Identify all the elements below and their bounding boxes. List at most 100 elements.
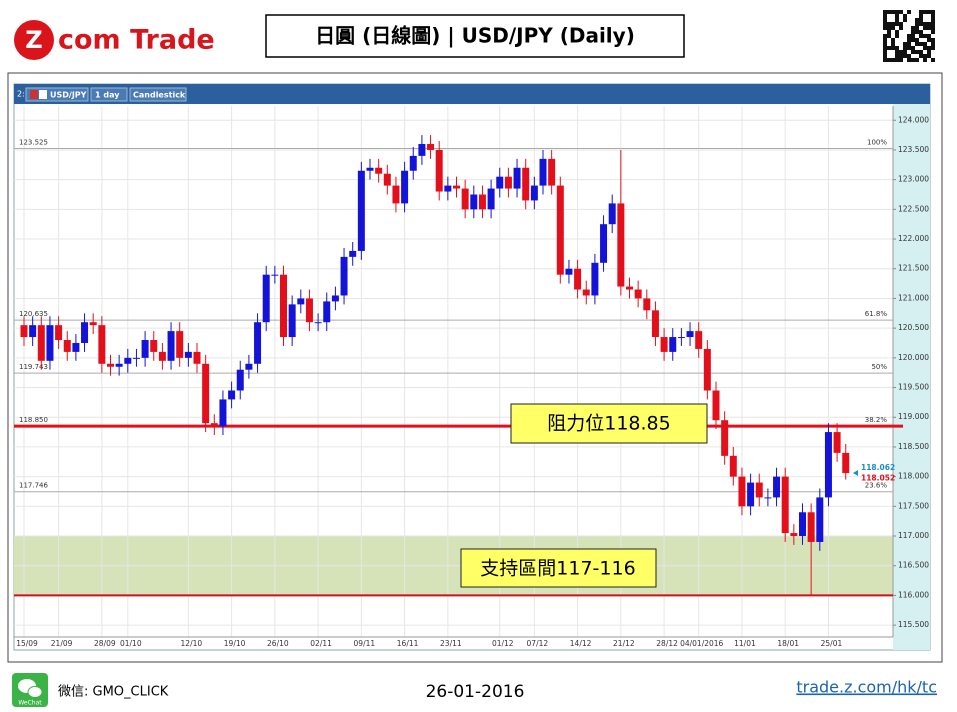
candle-body <box>582 289 590 296</box>
qr-cell <box>891 58 895 62</box>
qr-cell <box>931 30 935 34</box>
qr-cell <box>911 50 915 54</box>
logo-mark <box>14 20 54 60</box>
support-box <box>460 548 657 588</box>
wechat-id: 微信: GMO_CLICK <box>58 685 169 700</box>
qr-cell <box>919 10 923 14</box>
y-tick-label: 122.500 <box>898 204 929 213</box>
candle-body <box>305 298 313 323</box>
qr-cell <box>923 42 927 46</box>
toolbar-style[interactable]: Candlestick <box>133 91 186 100</box>
url[interactable]: trade.z.com/hk/tc <box>796 678 937 697</box>
toolbar-interval[interactable]: 1 day <box>95 91 120 100</box>
wechat-label: WeChat <box>18 700 42 707</box>
candle-body <box>89 322 97 326</box>
candle-body <box>461 188 469 210</box>
candle-body <box>124 357 132 364</box>
candle-body <box>764 497 772 499</box>
qr-cell <box>895 58 899 62</box>
candle-body <box>29 325 37 338</box>
qr-cell <box>915 26 919 30</box>
fib-price: 118.850 <box>19 416 48 424</box>
flag-us <box>30 90 38 99</box>
qr-cell <box>899 26 903 30</box>
plot: 115.500 116.000 116.500 117.000 117.500 118.0… <box>14 106 929 648</box>
qr-cell <box>915 42 919 46</box>
price-arrow <box>853 469 858 476</box>
logo-text: com Trade <box>58 25 215 56</box>
qr-cell <box>903 46 907 50</box>
x-tick-label: 21/09 <box>51 639 73 648</box>
qr-cell <box>883 42 887 46</box>
fib-price: 123.525 <box>19 138 48 146</box>
qr-cell <box>883 26 887 30</box>
qr-cell <box>931 42 935 46</box>
candle-body <box>435 149 443 192</box>
candle-body <box>20 325 28 338</box>
candle-body <box>280 274 287 338</box>
candle-body <box>626 286 633 290</box>
qr-cell <box>919 42 923 46</box>
qr-cell <box>891 42 895 46</box>
candle-body <box>141 340 149 358</box>
candle-body <box>729 455 737 477</box>
toolbar-button[interactable] <box>90 87 128 102</box>
qr-cell <box>931 26 935 30</box>
x-tick-label: 26/10 <box>267 639 289 648</box>
qr-cell <box>887 30 891 34</box>
y-tick-label: 124.000 <box>898 115 929 124</box>
candle-body <box>262 274 270 323</box>
y-tick-label: 119.000 <box>898 412 929 421</box>
qr-cell <box>899 22 903 26</box>
qr-cell <box>887 10 891 14</box>
qr-cell <box>891 46 895 50</box>
x-tick-label: 21/12 <box>613 639 635 648</box>
candle-body <box>158 351 166 361</box>
x-tick-label: 28/12 <box>656 639 678 648</box>
candle-body <box>574 268 582 290</box>
qr-cell <box>891 26 895 30</box>
qr-cell <box>895 10 899 14</box>
candle-body <box>548 158 556 186</box>
qr-cell <box>911 46 915 50</box>
qr-cell <box>899 58 903 62</box>
toolbar <box>14 84 930 104</box>
candle-body <box>842 452 850 474</box>
candle-body <box>712 390 720 421</box>
candle-body <box>807 512 815 542</box>
toolbar-symbol[interactable]: USD/JPY <box>50 91 87 100</box>
qr-cell <box>891 38 895 42</box>
qr-cell <box>927 38 931 42</box>
qr-cell <box>931 18 935 22</box>
qr-cell <box>903 18 907 22</box>
candle-body <box>513 167 521 189</box>
fib-ratio: 50% <box>871 363 887 371</box>
fib-price: 120.635 <box>19 310 48 318</box>
qr-cell <box>895 30 899 34</box>
candle-body <box>608 203 616 225</box>
candle-body <box>46 325 54 361</box>
candle-body <box>115 363 123 367</box>
candle-body <box>150 340 158 352</box>
candle-body <box>219 399 227 427</box>
fib-ratio: 100% <box>867 138 887 146</box>
candle-body <box>202 363 210 424</box>
candle-body <box>357 170 365 251</box>
qr-cell <box>931 58 935 62</box>
fib-ratio: 23.6% <box>865 482 888 490</box>
qr-cell <box>903 14 907 18</box>
qr-cell <box>919 30 923 34</box>
candle-body <box>695 331 703 349</box>
fib-price: 119.743 <box>19 363 48 371</box>
toolbar-button[interactable] <box>129 87 187 102</box>
x-tick-label: 04/01/2016 <box>680 639 723 648</box>
qr-cell <box>915 38 919 42</box>
qr-cell <box>895 34 899 38</box>
candle-body <box>323 301 331 323</box>
candle-body <box>565 268 573 275</box>
qr-cell <box>903 54 907 58</box>
candle-body <box>755 482 763 498</box>
qr-cell <box>907 34 911 38</box>
candle-body <box>617 203 625 287</box>
qr-cell <box>911 30 915 34</box>
